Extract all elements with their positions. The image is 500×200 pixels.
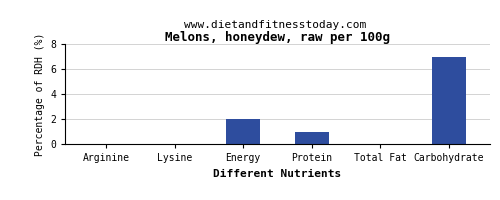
Bar — [432, 56, 466, 144]
Y-axis label: Percentage of RDH (%): Percentage of RDH (%) — [34, 32, 44, 156]
X-axis label: Different Nutrients: Different Nutrients — [214, 169, 342, 179]
Title: Melons, honeydew, raw per 100g: Melons, honeydew, raw per 100g — [165, 31, 390, 44]
Bar — [294, 132, 329, 144]
Text: www.dietandfitnesstoday.com: www.dietandfitnesstoday.com — [184, 20, 366, 30]
Bar — [226, 119, 260, 144]
